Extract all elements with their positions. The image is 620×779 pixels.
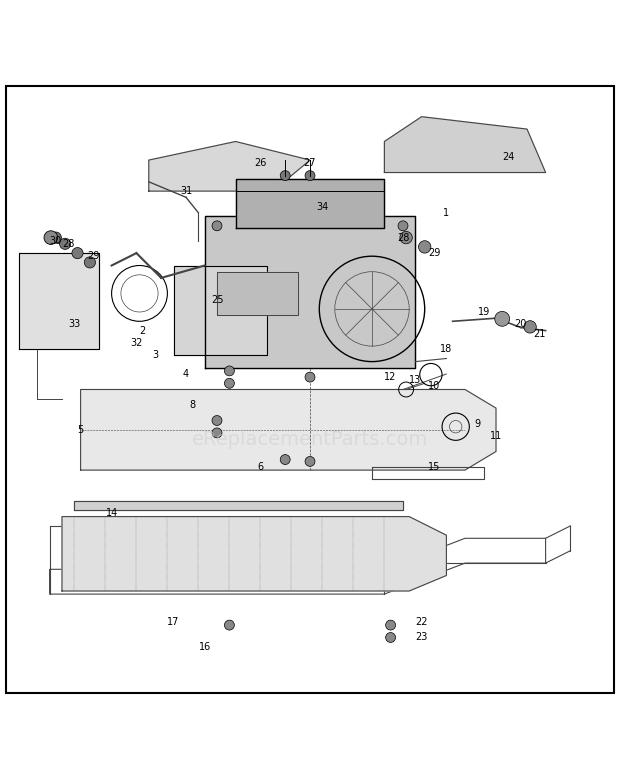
Circle shape: [386, 620, 396, 630]
Circle shape: [224, 379, 234, 388]
Circle shape: [305, 372, 315, 382]
Text: 28: 28: [397, 233, 409, 242]
Polygon shape: [62, 516, 446, 591]
Text: 3: 3: [152, 351, 158, 361]
Text: 15: 15: [428, 462, 440, 472]
Circle shape: [280, 455, 290, 464]
Text: 11: 11: [490, 431, 502, 441]
Text: 2: 2: [140, 326, 146, 336]
Text: 16: 16: [198, 642, 211, 652]
Circle shape: [212, 415, 222, 425]
Text: 4: 4: [183, 369, 189, 379]
Text: 8: 8: [189, 400, 195, 410]
Circle shape: [44, 231, 58, 245]
Circle shape: [60, 238, 71, 249]
Text: 29: 29: [87, 251, 99, 261]
Circle shape: [305, 171, 315, 181]
Circle shape: [224, 620, 234, 630]
Text: 12: 12: [384, 372, 397, 382]
Circle shape: [524, 321, 536, 333]
Circle shape: [84, 257, 95, 268]
Text: 32: 32: [130, 338, 143, 348]
Text: 34: 34: [316, 202, 329, 212]
Text: 27: 27: [304, 158, 316, 168]
Text: 25: 25: [211, 294, 223, 305]
Circle shape: [280, 171, 290, 181]
Text: 17: 17: [167, 617, 180, 627]
Text: 24: 24: [502, 152, 515, 162]
Circle shape: [212, 221, 222, 231]
Polygon shape: [384, 117, 546, 172]
Text: 18: 18: [440, 344, 453, 354]
Text: 23: 23: [415, 633, 428, 643]
Polygon shape: [149, 142, 310, 191]
Polygon shape: [81, 390, 496, 470]
Text: 1: 1: [443, 208, 449, 218]
Polygon shape: [205, 216, 415, 368]
Text: 13: 13: [409, 375, 422, 385]
Polygon shape: [19, 253, 99, 349]
Text: 14: 14: [105, 509, 118, 519]
Circle shape: [72, 248, 83, 259]
Text: 20: 20: [515, 319, 527, 330]
Text: 5: 5: [78, 425, 84, 435]
Text: 22: 22: [415, 617, 428, 627]
Circle shape: [305, 456, 315, 467]
Text: 30: 30: [50, 236, 62, 245]
Circle shape: [224, 366, 234, 375]
Circle shape: [212, 428, 222, 438]
Text: 33: 33: [68, 319, 81, 330]
Circle shape: [386, 633, 396, 643]
Circle shape: [50, 232, 61, 243]
Polygon shape: [236, 178, 384, 228]
Circle shape: [418, 241, 431, 253]
Circle shape: [495, 312, 510, 326]
Text: 26: 26: [254, 158, 267, 168]
Circle shape: [400, 231, 412, 244]
Text: eReplacementParts.com: eReplacementParts.com: [192, 429, 428, 449]
Text: 6: 6: [257, 462, 264, 472]
Polygon shape: [74, 501, 403, 510]
Text: 21: 21: [533, 329, 546, 339]
Circle shape: [398, 221, 408, 231]
Text: 9: 9: [474, 418, 480, 428]
Polygon shape: [174, 266, 267, 355]
Text: 31: 31: [180, 186, 192, 196]
Text: 29: 29: [428, 248, 440, 258]
Polygon shape: [217, 272, 298, 315]
Text: 19: 19: [477, 307, 490, 317]
Text: 28: 28: [62, 239, 74, 249]
Text: 10: 10: [428, 382, 440, 391]
